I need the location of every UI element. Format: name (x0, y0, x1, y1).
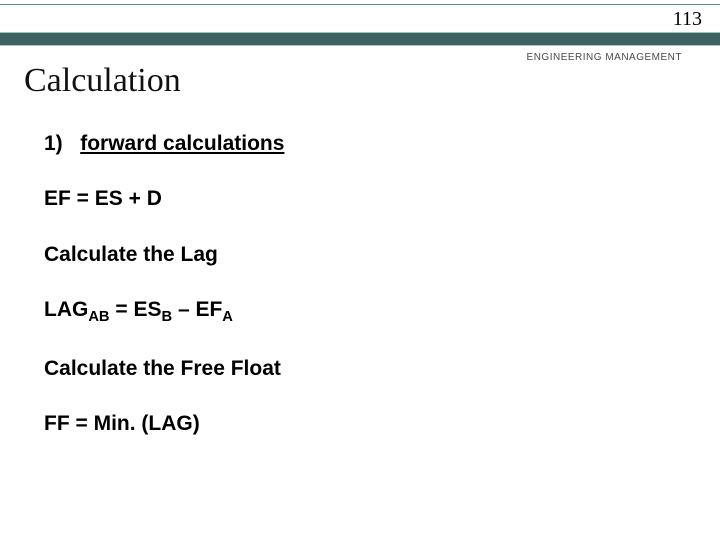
subheader-label: ENGINEERING MANAGEMENT (527, 52, 682, 63)
top-rule (0, 4, 720, 5)
calc-lag-label: Calculate the Lag (44, 241, 284, 268)
page-title: Calculation (24, 62, 181, 100)
header-band (0, 32, 720, 46)
lag-mid2: – EF (172, 298, 222, 321)
page-number: 113 (673, 8, 702, 31)
equation-ff: FF = Min. (LAG) (44, 410, 284, 437)
lag-mid: = ES (110, 298, 162, 321)
section-label: forward calculations (80, 132, 284, 155)
content-block: 1) forward calculations EF = ES + D Calc… (44, 130, 284, 438)
section-heading: 1) forward calculations (44, 130, 284, 157)
section-number: 1) (44, 132, 63, 155)
equation-lag: LAGAB = ESB – EFA (44, 296, 284, 327)
lag-sub-a: A (222, 309, 233, 325)
lag-sub-b: B (162, 309, 173, 325)
equation-ef: EF = ES + D (44, 185, 284, 212)
lag-sub-ab: AB (88, 309, 109, 325)
lag-prefix: LAG (44, 298, 88, 321)
calc-ff-label: Calculate the Free Float (44, 355, 284, 382)
